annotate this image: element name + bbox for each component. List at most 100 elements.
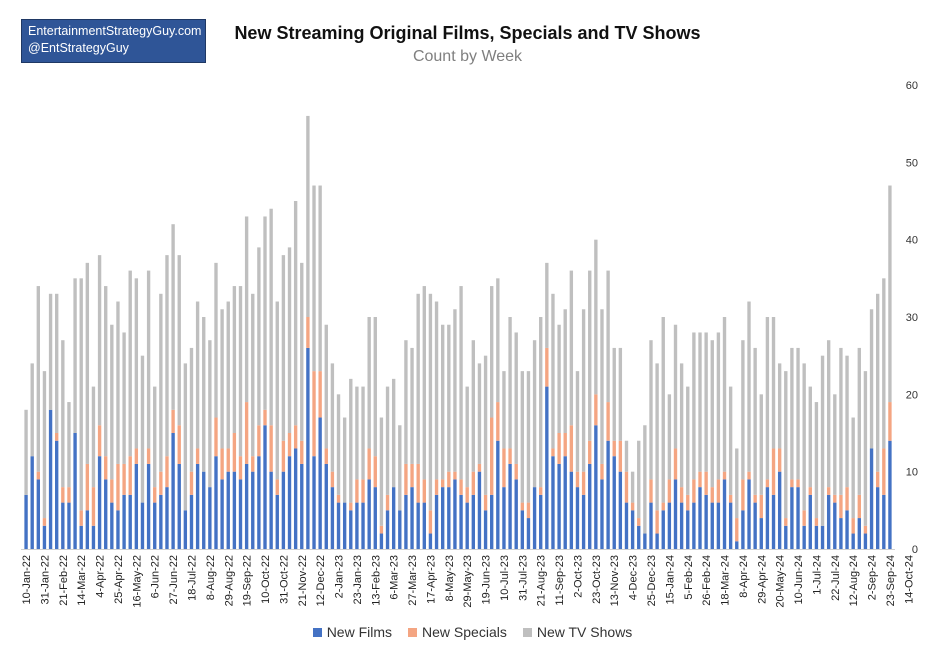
bar-tv-shows-55	[361, 386, 365, 480]
bar-tv-shows-133	[839, 347, 843, 495]
bar-tv-shows-13	[104, 286, 108, 457]
x-tick-label: 21-Aug-23	[536, 555, 548, 606]
bar-films-124	[784, 525, 788, 549]
bar-specials-74	[477, 463, 482, 472]
bar-tv-shows-127	[802, 363, 806, 511]
bar-tv-shows-120	[759, 394, 763, 495]
bar-specials-95	[606, 402, 610, 441]
bar-films-121	[765, 487, 770, 549]
bar-tv-shows-9	[79, 278, 83, 511]
bar-films-67	[434, 494, 439, 549]
bar-films-27	[189, 494, 194, 549]
bar-tv-shows-46	[306, 115, 310, 318]
bar-tv-shows-107	[679, 363, 684, 488]
bar-films-114	[722, 479, 727, 549]
bar-films-14	[110, 502, 114, 549]
x-tick-label: 19-Jun-23	[481, 555, 493, 605]
bar-specials-98	[624, 471, 629, 503]
bar-films-58	[379, 533, 384, 549]
x-tick-label: 31-Oct-22	[278, 555, 290, 604]
bar-specials-104	[661, 502, 665, 511]
bar-specials-44	[293, 425, 298, 449]
bar-tv-shows-40	[269, 208, 273, 426]
bar-films-84	[539, 494, 543, 549]
x-tick-label: 16-May-22	[131, 555, 143, 608]
bar-films-112	[710, 502, 714, 549]
bar-specials-59	[385, 494, 390, 511]
bar-films-4	[48, 409, 53, 549]
bar-specials-9	[79, 510, 83, 526]
bar-tv-shows-37	[251, 293, 255, 457]
bar-specials-58	[379, 525, 384, 534]
x-axis: 10-Jan-22 31-Jan-22 21-Feb-22 14-Mar-22 4-Ap…	[21, 549, 915, 608]
bar-tv-shows-15	[116, 301, 120, 464]
stacked-bar-chart: 0 10 20 30 40 50 60 10-Jan-22 31-Jan-22 21-Feb-2…	[21, 80, 918, 608]
bar-specials-67	[434, 479, 439, 495]
bar-films-129	[814, 525, 819, 549]
bar-films-122	[771, 494, 776, 549]
bar-tv-shows-138	[869, 309, 874, 449]
x-tick-label: 8-Apr-24	[738, 555, 750, 598]
bar-specials-103	[655, 510, 659, 534]
bar-tv-shows-62	[404, 340, 408, 464]
bar-films-22	[159, 494, 163, 549]
bar-films-96	[612, 456, 616, 549]
bar-specials-70	[453, 471, 457, 480]
bar-specials-38	[257, 425, 261, 457]
x-tick-label: 29-Aug-22	[223, 555, 235, 606]
bar-specials-114	[722, 471, 727, 480]
bar-films-111	[704, 494, 708, 549]
bar-tv-shows-98	[624, 440, 629, 472]
bar-films-33	[226, 471, 230, 549]
legend-swatch	[522, 627, 532, 637]
bar-tv-shows-23	[165, 255, 169, 457]
bar-tv-shows-104	[661, 317, 665, 503]
bar-specials-21	[153, 487, 157, 503]
bar-specials-141	[888, 402, 892, 441]
bar-specials-123	[777, 448, 782, 472]
bar-tv-shows-66	[428, 293, 433, 511]
bar-tv-shows-103	[655, 363, 659, 511]
bar-specials-6	[61, 487, 65, 503]
bar-films-101	[643, 533, 647, 549]
bar-films-1	[30, 456, 34, 549]
bar-films-86	[551, 456, 555, 549]
x-tick-label: 23-Jan-23	[352, 555, 364, 605]
bar-films-13	[104, 479, 108, 549]
bar-tv-shows-60	[391, 378, 396, 488]
bar-specials-97	[618, 440, 623, 472]
bar-specials-131	[826, 487, 831, 495]
bar-specials-82	[526, 502, 531, 519]
bar-films-38	[257, 456, 261, 549]
bar-tv-shows-64	[416, 293, 420, 464]
bar-tv-shows-80	[514, 332, 518, 464]
bar-films-103	[655, 533, 659, 549]
bar-films-117	[741, 510, 745, 549]
bar-films-105	[667, 502, 672, 549]
bar-specials-24	[171, 409, 175, 433]
bar-tv-shows-24	[171, 224, 175, 410]
bar-specials-37	[251, 456, 255, 472]
bar-tv-shows-141	[888, 185, 892, 403]
bar-films-42	[281, 471, 286, 549]
bar-tv-shows-56	[367, 317, 371, 449]
bar-specials-48	[318, 371, 322, 418]
y-tick-label: 60	[906, 80, 918, 92]
bar-specials-11	[91, 487, 96, 526]
bar-specials-47	[312, 371, 316, 457]
bar-tv-shows-100	[637, 440, 641, 519]
bar-specials-116	[735, 518, 739, 542]
bar-films-123	[777, 471, 782, 549]
bar-specials-110	[698, 471, 702, 488]
bar-tv-shows-36	[244, 216, 249, 403]
bar-films-47	[312, 456, 316, 549]
bar-specials-13	[104, 456, 108, 480]
bar-films-26	[183, 510, 188, 549]
x-tick-label: 15-Jan-24	[664, 555, 676, 605]
x-tick-label: 2-Jan-23	[334, 555, 346, 598]
bar-specials-91	[581, 471, 586, 495]
bar-films-68	[441, 487, 445, 549]
bar-tv-shows-82	[526, 371, 531, 503]
bar-tv-shows-118	[747, 301, 751, 472]
bar-films-97	[618, 471, 623, 549]
